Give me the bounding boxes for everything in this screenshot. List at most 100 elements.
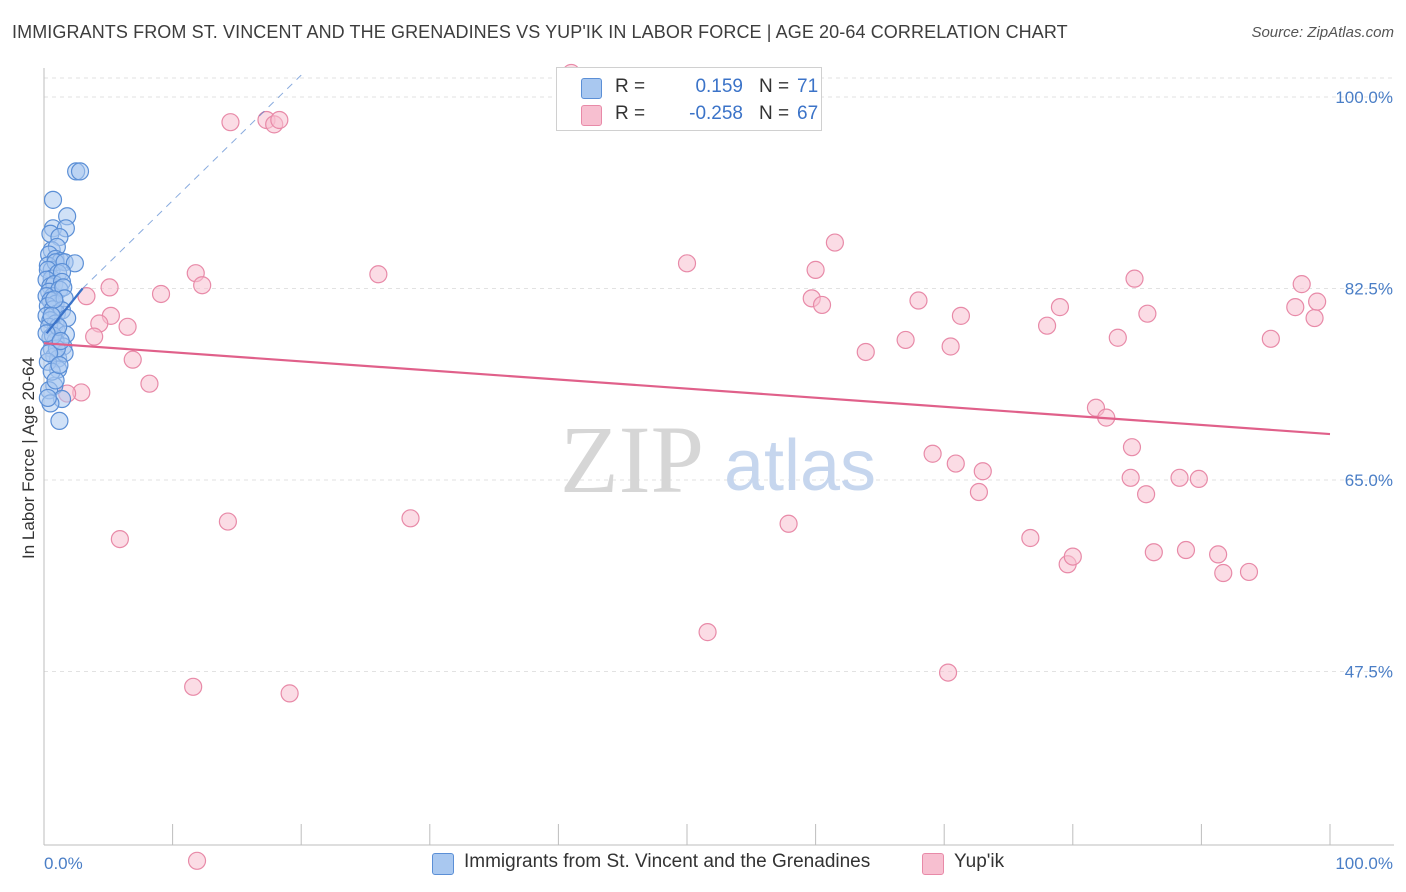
legend-r-label: R = [615,103,646,124]
data-point-yupik [812,295,832,315]
data-point-yupik [193,276,212,295]
data-point-yupik [677,254,697,273]
data-point-yupik [187,851,207,870]
data-point-yupik [1261,329,1280,348]
legend-label-yupik: Yup'ik [954,851,1005,872]
data-point-yupik [1063,547,1082,566]
data-point-yupik [1292,275,1311,294]
correlation-legend: R = 0.159 N = 71 R = -0.258 N = 67 [556,67,822,131]
data-point-yupik [85,327,104,346]
data-point-yupik [806,260,825,279]
watermark: ZIP atlas [560,406,876,513]
data-point-yupik [946,454,965,473]
data-point-yupik [184,677,203,696]
x-tick-labels: 0.0% 100.0% [44,854,1393,873]
source-credit: Source: ZipAtlas.com [1251,24,1394,41]
legend-swatch-blue [581,78,602,99]
legend-label-immigrants: Immigrants from St. Vincent and the Gren… [464,851,871,872]
data-point-yupik [280,684,299,703]
data-point-yupik [779,514,798,533]
legend-n-label: N = [759,76,790,97]
x-tick-label: 0.0% [44,854,83,873]
data-point-yupik [1037,316,1057,335]
legend-n-value: 71 [797,76,819,97]
data-point-yupik [221,113,240,132]
trend-line-immigrants [82,74,302,289]
watermark-zip: ZIP [560,406,704,513]
y-tick-label: 47.5% [1345,663,1393,682]
data-point-yupik [123,350,142,369]
data-point-yupik [951,306,971,325]
data-point-yupik [1138,304,1157,323]
data-point-yupik [1125,269,1144,288]
data-point-yupik [270,110,289,130]
y-tick-labels: 47.5% 65.0% 82.5% 100.0% [1335,88,1393,682]
data-point-yupik [118,317,137,336]
data-point-immigrants [51,331,70,351]
y-axis-label: In Labor Force | Age 20-64 [19,357,38,559]
data-point-yupik [1189,469,1208,489]
data-point-yupik [1305,308,1324,328]
legend-swatch-blue [432,853,454,875]
data-point-yupik [1209,545,1228,564]
data-point-yupik [973,462,992,481]
legend-r-value: 0.159 [695,76,743,97]
data-point-yupik [941,337,960,356]
data-point-yupik [825,233,844,252]
watermark-atlas: atlas [724,426,876,506]
data-point-yupik [151,284,171,304]
data-point-yupik [100,278,119,297]
trend-lines [43,74,1331,436]
data-point-yupik [1137,485,1156,504]
data-point-yupik [896,330,915,350]
series-legend: Immigrants from St. Vincent and the Gren… [0,851,1406,877]
data-point-yupik [401,509,420,528]
x-tick-label: 100.0% [1335,854,1393,873]
y-tick-label: 100.0% [1335,88,1393,107]
legend-swatch-pink [581,105,602,126]
trend-line-immigrants [45,287,84,335]
legend-n-label: N = [759,103,790,124]
data-point-yupik [1176,540,1196,560]
axes [43,68,1394,846]
data-point-yupik [110,529,129,549]
data-point-immigrants [65,254,84,273]
data-point-yupik [1239,562,1259,582]
legend-n-value: 67 [797,103,819,124]
data-point-yupik [77,287,96,306]
data-point-yupik [140,374,159,393]
grid-lines [44,77,1394,672]
data-point-immigrants [45,290,64,309]
y-tick-label: 82.5% [1345,280,1393,299]
data-point-yupik [1108,328,1127,347]
data-point-immigrants [46,371,65,390]
data-point-yupik [698,623,717,642]
data-point-immigrants [70,162,90,181]
trend-line-yupik [43,342,1331,436]
data-point-yupik [1170,468,1189,487]
data-point-yupik [1122,438,1142,457]
data-point-immigrants [50,411,69,431]
data-point-yupik [856,342,875,362]
data-point-yupik [1286,298,1305,317]
data-point-immigrants [50,356,69,375]
data-point-yupik [923,444,942,463]
data-point-yupik [369,265,388,284]
chart-title: IMMIGRANTS FROM ST. VINCENT AND THE GREN… [12,22,1068,42]
data-point-yupik [1121,468,1140,487]
data-point-immigrants [42,306,61,325]
data-point-yupik [909,291,928,310]
data-point-yupik [1050,298,1070,317]
data-point-immigrants [38,388,57,408]
y-tick-label: 65.0% [1345,471,1393,490]
data-point-yupik [218,512,237,531]
data-point-yupik [1021,528,1040,548]
data-point-immigrants [43,190,63,209]
legend-r-label: R = [615,76,646,97]
legend-r-value: -0.258 [689,103,743,124]
data-point-yupik [938,663,958,682]
data-point-yupik [1144,543,1163,562]
data-point-yupik [969,482,989,502]
legend-swatch-pink [922,853,944,875]
